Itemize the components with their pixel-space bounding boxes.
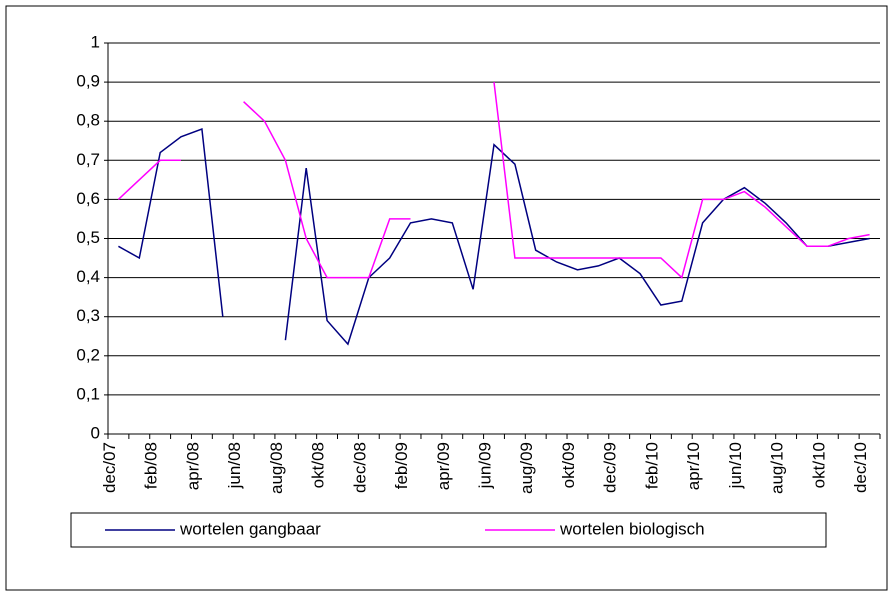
series-line <box>118 127 870 346</box>
chart-border <box>5 5 888 591</box>
x-tick-label: apr/10 <box>684 442 703 490</box>
x-tick-label: jun/08 <box>225 442 244 489</box>
y-tick-label: 0,2 <box>76 345 100 364</box>
x-tick-label: aug/08 <box>267 442 286 494</box>
legend-box <box>70 512 827 548</box>
x-tick-label: dec/10 <box>851 442 870 493</box>
legend-label: wortelen biologisch <box>559 519 705 538</box>
legend-label: wortelen gangbaar <box>179 519 321 538</box>
x-tick-label: feb/09 <box>392 442 411 489</box>
y-tick-label: 0,9 <box>76 72 100 91</box>
x-tick-label: jun/09 <box>475 442 494 489</box>
x-tick-label: aug/10 <box>768 442 787 494</box>
series-line <box>117 82 870 280</box>
y-tick-label: 0,3 <box>76 306 100 325</box>
y-tick-label: 0,8 <box>76 111 100 130</box>
x-tick-label: apr/09 <box>434 442 453 490</box>
y-tick-label: 0,7 <box>76 150 100 169</box>
x-tick-label: dec/09 <box>601 442 620 493</box>
y-tick-label: 0,4 <box>76 267 100 286</box>
x-tick-label: feb/08 <box>142 442 161 489</box>
x-tick-label: dec/08 <box>350 442 369 493</box>
x-tick-label: dec/07 <box>100 442 119 493</box>
x-tick-label: jun/10 <box>726 442 745 489</box>
x-tick-label: okt/09 <box>559 442 578 488</box>
x-tick-label: okt/10 <box>809 442 828 488</box>
x-tick-label: apr/08 <box>183 442 202 490</box>
y-tick-label: 0,1 <box>76 384 100 403</box>
x-tick-label: feb/10 <box>642 442 661 489</box>
y-tick-label: 0 <box>91 423 100 442</box>
y-tick-label: 0,6 <box>76 189 100 208</box>
y-tick-label: 0,5 <box>76 228 100 247</box>
y-tick-label: 1 <box>91 32 100 51</box>
x-tick-label: aug/09 <box>517 442 536 494</box>
x-tick-label: okt/08 <box>309 442 328 488</box>
